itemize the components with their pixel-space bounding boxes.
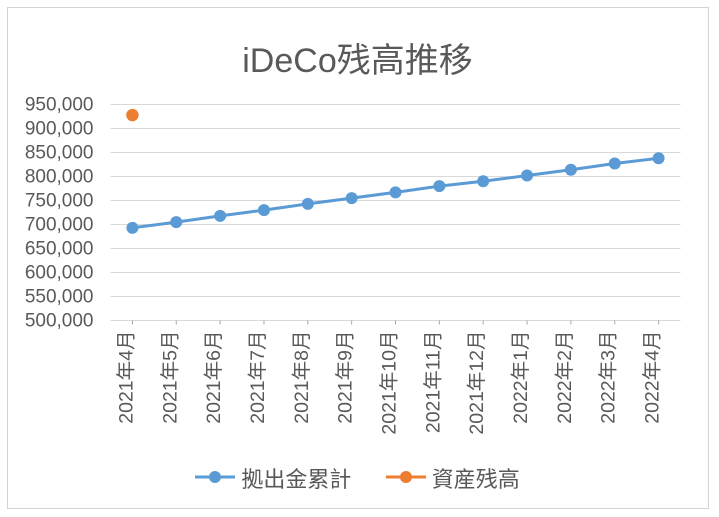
svg-text:2022年2月: 2022年2月 <box>553 330 575 423</box>
svg-text:550,000: 550,000 <box>24 286 93 307</box>
svg-text:950,000: 950,000 <box>24 94 93 115</box>
svg-text:2021年10月: 2021年10月 <box>378 330 400 434</box>
svg-text:850,000: 850,000 <box>24 142 93 163</box>
svg-text:2021年9月: 2021年9月 <box>334 330 356 423</box>
svg-text:900,000: 900,000 <box>24 118 93 139</box>
svg-text:650,000: 650,000 <box>24 238 93 259</box>
svg-text:700,000: 700,000 <box>24 214 93 235</box>
svg-text:800,000: 800,000 <box>24 166 93 187</box>
svg-text:2021年11月: 2021年11月 <box>422 330 444 433</box>
svg-text:2021年12月: 2021年12月 <box>466 330 488 434</box>
svg-text:2021年8月: 2021年8月 <box>290 330 312 423</box>
svg-text:2021年6月: 2021年6月 <box>203 330 225 423</box>
svg-text:2021年5月: 2021年5月 <box>159 330 181 423</box>
svg-text:750,000: 750,000 <box>24 190 93 211</box>
svg-text:2022年3月: 2022年3月 <box>597 330 619 423</box>
svg-text:2021年4月: 2021年4月 <box>115 330 137 423</box>
svg-text:2022年4月: 2022年4月 <box>641 330 663 423</box>
svg-text:600,000: 600,000 <box>24 262 93 283</box>
svg-text:2021年7月: 2021年7月 <box>246 330 268 423</box>
svg-text:2022年1月: 2022年1月 <box>510 330 532 423</box>
svg-text:500,000: 500,000 <box>24 310 93 331</box>
